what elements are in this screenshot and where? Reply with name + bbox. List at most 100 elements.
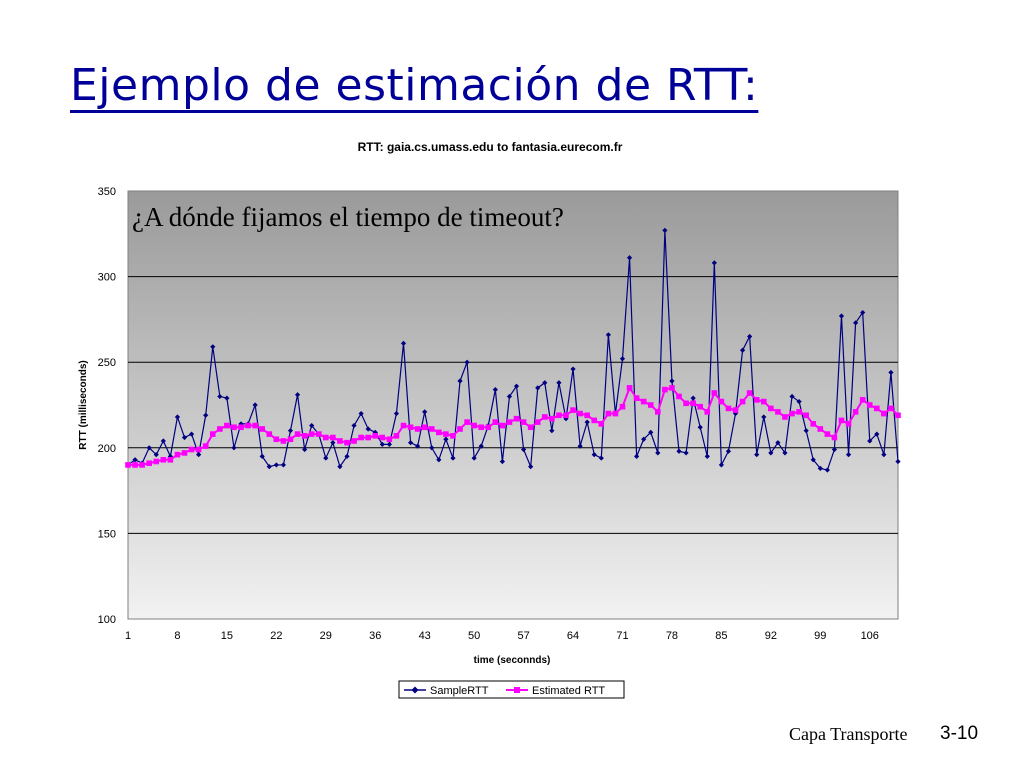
sample-rtt-point [570,366,576,372]
sample-rtt-point [860,309,866,316]
estimated-rtt-point [315,431,322,437]
estimated-rtt-point [492,419,499,425]
sample-rtt-point [831,446,838,453]
estimated-rtt-point [202,443,209,449]
x-tick-label: 29 [320,630,332,642]
sample-rtt-point [153,452,159,458]
estimated-rtt-point [789,410,795,417]
x-tick-label: 22 [270,630,282,642]
sample-rtt-point [789,393,795,400]
sample-rtt-point [294,392,301,398]
estimated-rtt-point [527,424,534,431]
estimated-rtt-point [400,422,407,429]
estimated-rtt-point [436,429,442,436]
sample-rtt-point [259,453,265,459]
sample-rtt-line [127,230,899,471]
x-tick-label: 15 [221,630,233,642]
sample-rtt-point [167,453,173,459]
sample-rtt-point [365,426,371,432]
estimated-rtt-point [605,410,612,417]
sample-rtt-point [309,422,315,429]
y-tick-label: 150 [98,528,116,540]
estimated-rtt-point [358,434,364,441]
sample-rtt-point [266,464,272,470]
sample-rtt-point [683,450,689,456]
sample-rtt-point [535,385,541,391]
sample-rtt-point [542,380,548,386]
x-tick-label: 85 [715,630,727,642]
estimated-rtt-point [633,395,640,401]
series-markers [125,227,901,473]
estimated-rtt-point [393,433,400,439]
estimated-rtt-point [379,434,386,441]
estimated-rtt-point [556,412,562,419]
slide-title: Ejemplo de estimación de RTT: [70,60,759,111]
sample-rtt-point [754,452,760,458]
estimated-rtt-point [810,421,817,427]
sample-rtt-point [252,402,258,408]
estimated-rtt-point [428,426,435,432]
sample-rtt-point [203,412,209,418]
y-tick-label: 350 [98,186,116,198]
estimated-rtt-point [308,431,315,437]
sample-rtt-point [471,455,477,461]
estimated-rtt-point [245,422,251,429]
sample-rtt-point [344,453,350,459]
sample-rtt-point [626,255,633,261]
estimated-rtt-point [859,397,866,403]
sample-rtt-point [238,421,244,427]
x-tick-label: 92 [765,630,777,642]
estimated-rtt-point [330,434,336,441]
estimated-rtt-point [195,446,202,453]
sample-rtt-point [210,344,216,350]
estimated-rtt-point [167,456,174,463]
sample-rtt-point [690,395,696,401]
sample-rtt-point [358,410,364,417]
sample-rtt-point [669,378,675,384]
gridlines [128,276,898,534]
sample-rtt-point [528,464,534,470]
sample-rtt-point [549,428,555,434]
sample-rtt-point [429,445,435,451]
estimated-rtt-point [266,431,273,437]
sample-rtt-point [782,450,788,456]
sample-rtt-point [577,443,583,449]
sample-rtt-point [711,260,717,266]
estimated-rtt-point [280,438,287,444]
sample-rtt-point [400,340,407,346]
estimated-rtt-point [895,412,901,419]
estimated-rtt-point [824,431,831,437]
estimated-rtt-point [506,419,513,425]
sample-rtt-point [450,455,456,461]
sample-rtt-point [704,453,710,459]
sample-rtt-point [520,446,527,453]
sample-rtt-point [725,448,732,454]
sample-rtt-point [676,448,682,454]
estimated-rtt-point [612,410,619,417]
estimated-rtt-point [238,424,244,431]
estimated-rtt-point [386,436,393,443]
sample-rtt-point [697,424,703,430]
estimated-rtt-point [513,415,520,422]
sample-rtt-point [796,398,802,405]
estimated-rtt-point [457,426,463,432]
x-axis-tick-labels: 1 8 15 22 29 36 43 50 57 64 71 78 85 92 99 106 [125,630,879,642]
sample-rtt-point [415,443,421,449]
estimated-rtt-point [499,422,506,429]
estimated-rtt-point [259,426,266,432]
estimated-rtt-point [287,436,294,443]
y-tick-label: 300 [98,272,116,284]
estimated-rtt-point [139,462,145,468]
estimated-rtt-point [782,414,788,420]
estimated-rtt-point [775,409,781,415]
estimated-rtt-point [619,403,626,410]
x-tick-label: 50 [468,630,480,642]
estimated-rtt-point [768,405,774,412]
sample-rtt-point [838,313,845,319]
sample-rtt-point [817,465,823,471]
sample-rtt-point [718,462,724,468]
estimated-rtt-point [294,431,301,437]
sample-rtt-point [492,386,498,393]
sample-rtt-point [443,436,449,442]
legend-label-estimated: Estimated RTT [532,685,605,697]
